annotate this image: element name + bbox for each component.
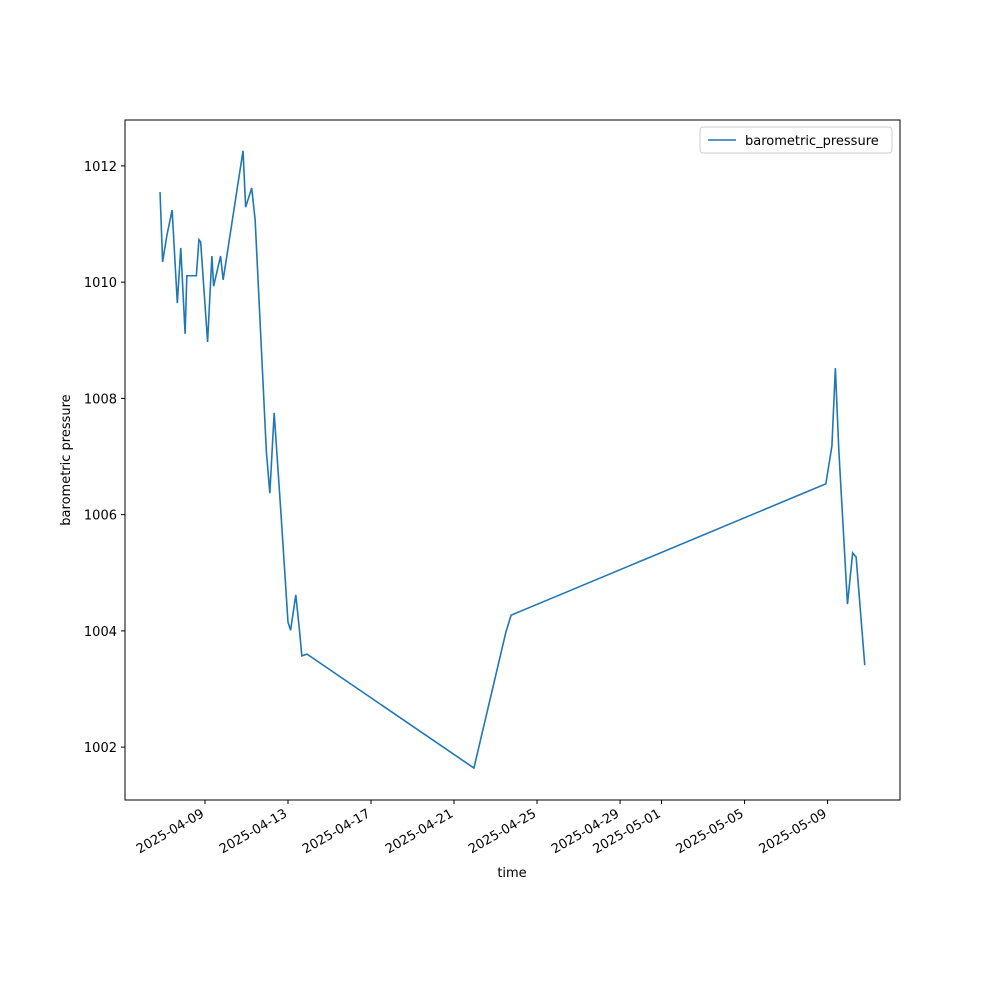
legend-label: barometric_pressure xyxy=(745,134,879,149)
y-tick-label: 1010 xyxy=(84,276,117,291)
x-tick-label: 2025-04-17 xyxy=(300,806,373,857)
x-axis-label: time xyxy=(497,866,526,881)
x-tick-label: 2025-05-09 xyxy=(757,806,830,857)
x-tick-label: 2025-04-25 xyxy=(466,806,539,857)
legend: barometric_pressure xyxy=(699,126,893,154)
plot-frame xyxy=(124,119,901,801)
y-tick-label: 1012 xyxy=(84,160,117,175)
x-tick-label: 2025-04-09 xyxy=(134,806,207,857)
y-axis-label: barometric pressure xyxy=(59,394,74,525)
y-tick-label: 1002 xyxy=(84,741,117,756)
y-tick-label: 1006 xyxy=(84,509,117,524)
legend-box xyxy=(699,126,893,154)
x-tick-label: 2025-04-13 xyxy=(217,806,290,857)
x-tick-label: 2025-05-05 xyxy=(674,806,747,857)
y-tick-label: 1004 xyxy=(84,625,117,640)
line-series xyxy=(159,150,866,770)
y-tick-label: 1008 xyxy=(84,392,117,407)
x-tick-label: 2025-04-21 xyxy=(383,806,456,857)
